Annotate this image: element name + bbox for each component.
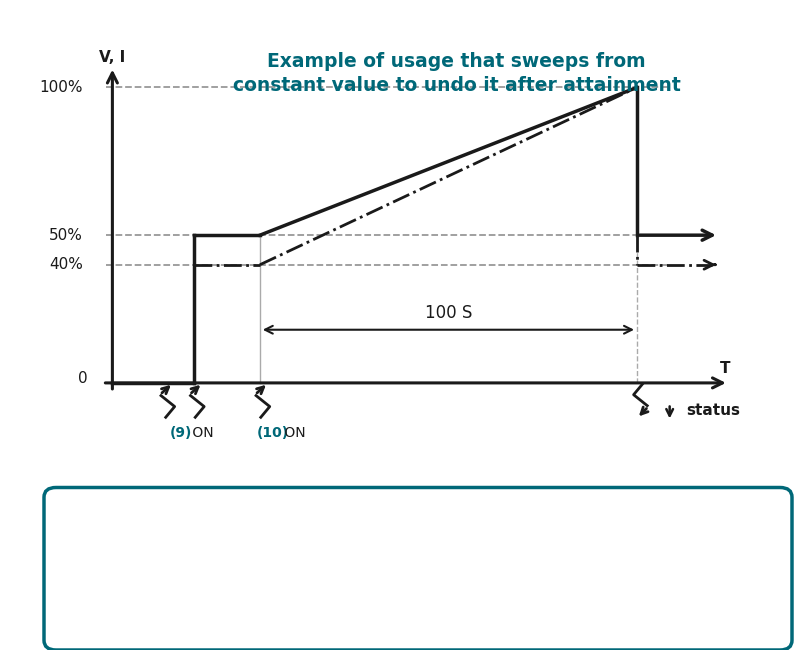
- Text: (8): (8): [339, 585, 365, 600]
- Text: 100%: 100%: [39, 80, 83, 95]
- Text: 50.00%: 50.00%: [110, 512, 206, 526]
- Text: ON: ON: [188, 426, 214, 440]
- Text: 40%: 40%: [49, 257, 83, 272]
- Text: ON: ON: [279, 426, 305, 440]
- Text: (6): (6): [84, 585, 110, 600]
- Text: 40.00%: 40.00%: [232, 512, 329, 526]
- Text: 100.00%: 100.00%: [354, 512, 430, 526]
- Text: 0: 0: [78, 371, 88, 386]
- Text: Value before sweep: Value before sweep: [146, 585, 339, 600]
- Text: (10): (10): [257, 426, 289, 440]
- Text: 100.0 S: 100.0 S: [232, 547, 298, 562]
- Text: (7): (7): [120, 585, 146, 600]
- Text: 50%: 50%: [49, 227, 83, 242]
- Text: (2): (2): [206, 512, 232, 526]
- Text: 100.00%: 100.00%: [110, 547, 206, 562]
- Text: (9): (9): [170, 426, 192, 440]
- Text: status: status: [686, 404, 740, 419]
- Text: V, I: V, I: [99, 51, 126, 66]
- Text: T: T: [720, 361, 730, 376]
- Text: (5): (5): [206, 547, 232, 562]
- Text: Status signal is output: Status signal is output: [365, 585, 550, 600]
- Text: (4): (4): [84, 547, 110, 562]
- Text: (3): (3): [329, 512, 354, 526]
- Text: (1): (1): [84, 512, 110, 526]
- Text: 100 S: 100 S: [425, 304, 472, 322]
- Text: ,: ,: [110, 585, 120, 600]
- Text: Example of usage that sweeps from
constant value to undo it after attainment: Example of usage that sweeps from consta…: [233, 52, 681, 96]
